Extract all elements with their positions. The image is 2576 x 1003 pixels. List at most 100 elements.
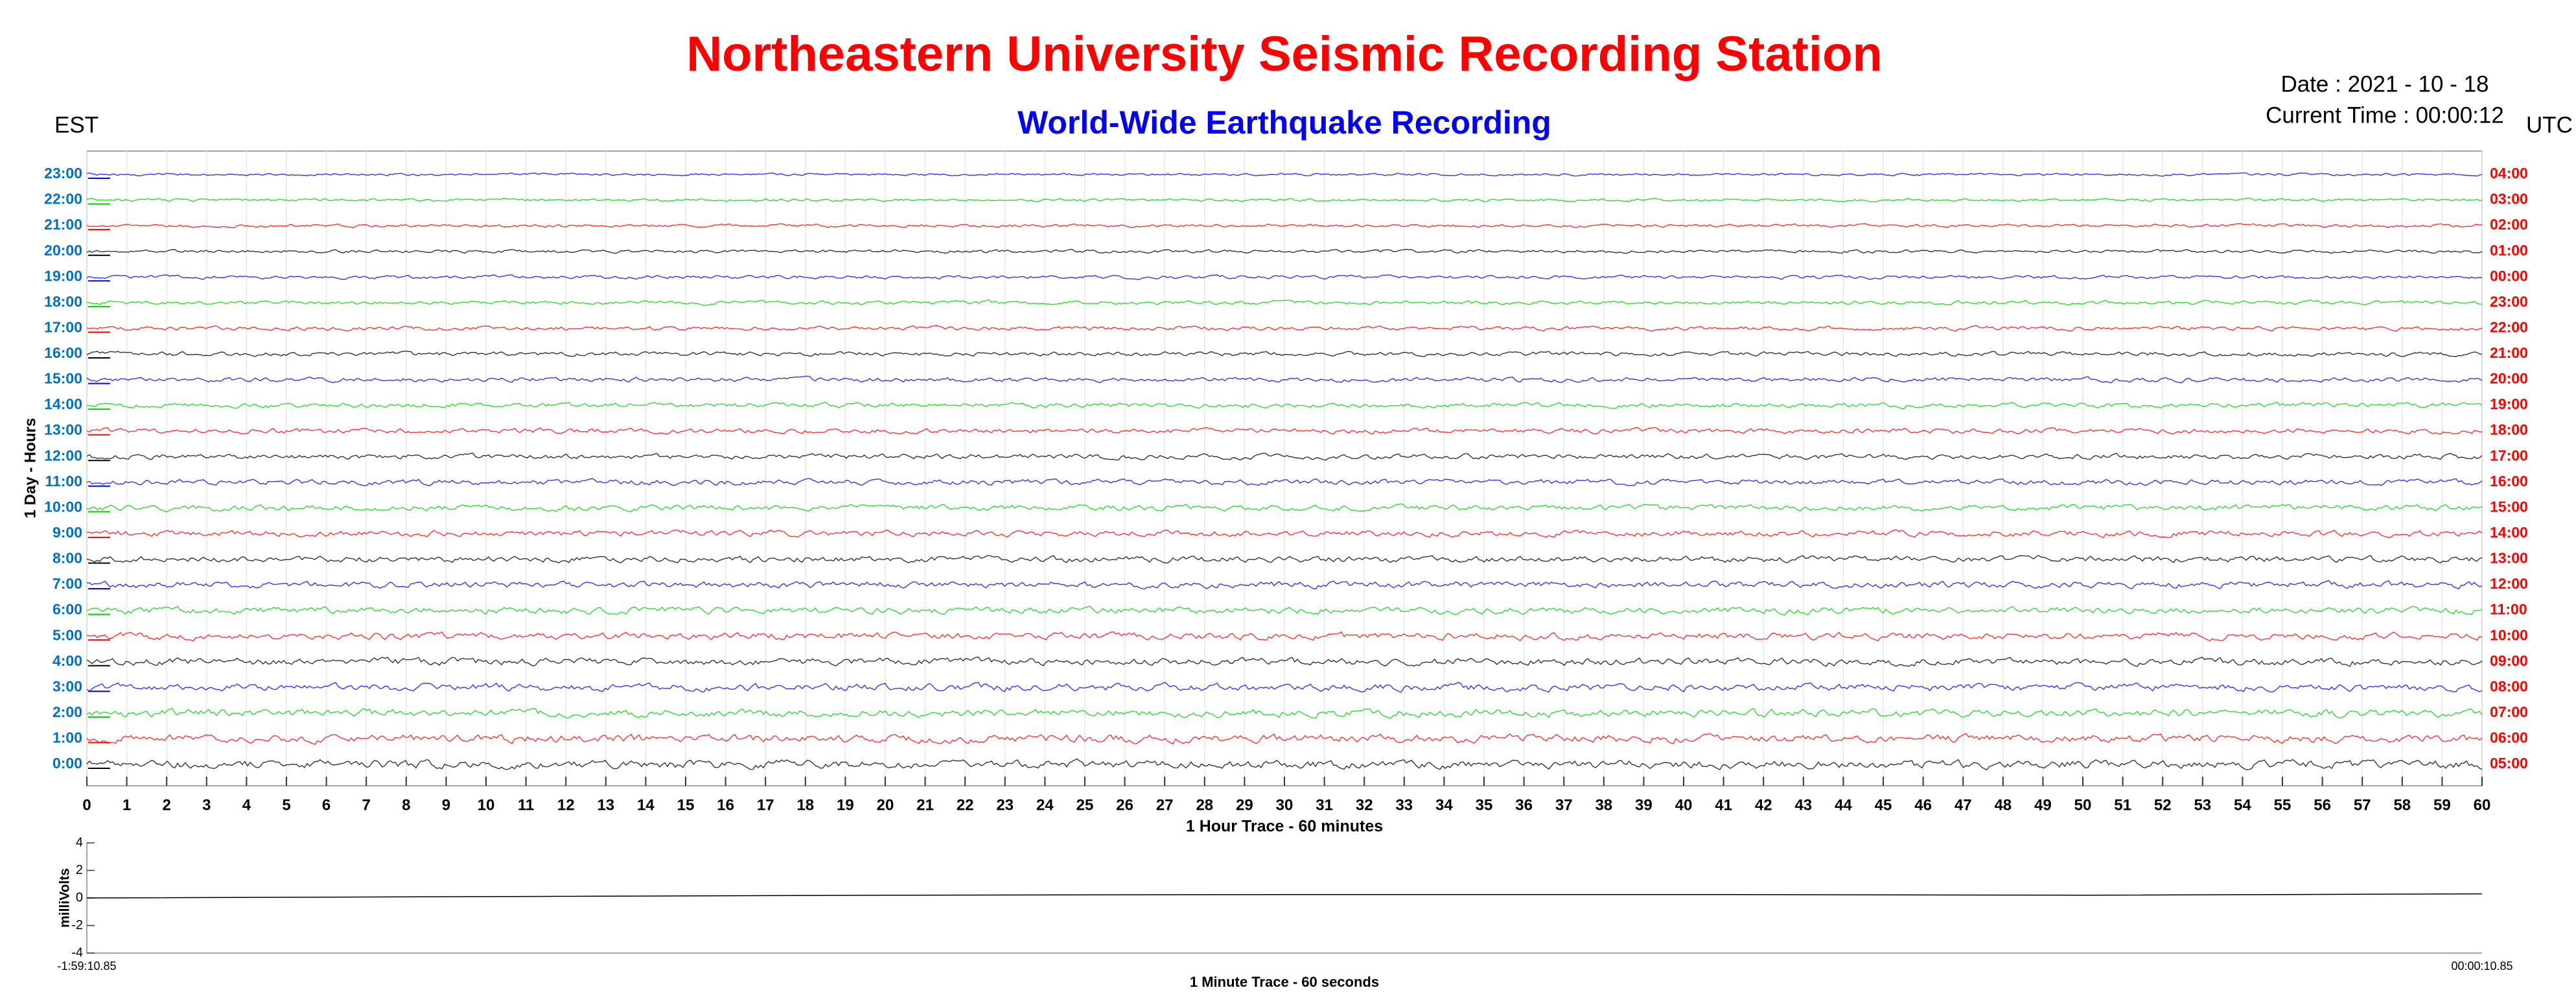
y-tick-label: 4:00 — [52, 652, 82, 669]
y-tick-label: 2 — [76, 863, 83, 877]
y-tick-label: 10:00 — [44, 498, 82, 515]
y-tick-label: 22:00 — [44, 191, 82, 207]
y-tick-label-right: 18:00 — [2490, 421, 2528, 438]
x-tick-label: 8 — [402, 796, 410, 814]
y-tick-label: 19:00 — [44, 267, 82, 284]
y-tick-label-right: 21:00 — [2490, 344, 2528, 361]
trace — [86, 681, 2483, 693]
y-tick-label: 12:00 — [44, 447, 82, 464]
x-tick-label: 12 — [557, 796, 575, 814]
x-tick-label: 10 — [478, 796, 495, 814]
x-tick-label: 50 — [2074, 796, 2092, 814]
x-tick-label: 9 — [442, 796, 450, 814]
left-axis-title: EST — [54, 112, 99, 137]
y-tick-label-right: 22:00 — [2490, 318, 2528, 335]
y-tick-label: 1:00 — [52, 729, 82, 746]
x-tick-label: 3 — [202, 796, 211, 814]
x-tick-label: 31 — [1316, 796, 1333, 814]
x-tick-label: 53 — [2194, 796, 2211, 814]
x-tick-label: 25 — [1076, 796, 1094, 814]
x-tick-label: 54 — [2234, 796, 2251, 814]
y-tick-label: 20:00 — [44, 242, 82, 259]
y-tick-label-right: 01:00 — [2490, 242, 2528, 259]
x-tick-label: 18 — [796, 796, 814, 814]
trace — [86, 707, 2483, 719]
y-tick-label-right: 02:00 — [2490, 216, 2528, 233]
trace — [86, 197, 2483, 203]
y-tick-label-right: 15:00 — [2490, 498, 2528, 515]
y-tick-label-right: 13:00 — [2490, 550, 2528, 567]
trace — [86, 758, 2483, 771]
y-tick-label: 14:00 — [44, 395, 82, 412]
y-tick-label-right: 09:00 — [2490, 652, 2528, 669]
trace — [86, 350, 2483, 357]
x-tick-label: 59 — [2433, 796, 2451, 814]
trace — [86, 631, 2483, 642]
trace — [86, 453, 2483, 461]
y-tick-label-right: 20:00 — [2490, 370, 2528, 387]
y-tick-label-right: 14:00 — [2490, 524, 2528, 541]
y-tick-label-right: 11:00 — [2490, 601, 2527, 618]
trace — [86, 478, 2483, 486]
y-tick-label: 3:00 — [52, 678, 82, 694]
y-tick-label-right: 19:00 — [2490, 395, 2528, 412]
y-tick-label: 6:00 — [52, 601, 82, 618]
x-tick-label: 43 — [1794, 796, 1812, 814]
trace — [86, 656, 2483, 667]
x-tick-label: 52 — [2154, 796, 2172, 814]
current-time: Current Time : 00:00:12 — [2266, 102, 2504, 128]
x-tick-label: 55 — [2274, 796, 2292, 814]
x-tick-label: 0 — [82, 796, 91, 814]
y-tick-label: 7:00 — [52, 575, 82, 592]
x-tick-label: 34 — [1435, 796, 1453, 814]
x-tick-label: -1:59:10.85 — [57, 960, 116, 973]
x-tick-label: 36 — [1515, 796, 1533, 814]
x-tick-label: 6 — [322, 796, 331, 814]
x-tick-label: 23 — [996, 796, 1014, 814]
x-tick-label: 30 — [1276, 796, 1294, 814]
y-tick-label: 5:00 — [52, 626, 82, 643]
x-tick-label: 16 — [717, 796, 734, 814]
x-tick-label: 46 — [1914, 796, 1932, 814]
trace — [86, 427, 2483, 435]
x-tick-label: 29 — [1236, 796, 1253, 814]
x-tick-label: 24 — [1036, 796, 1054, 814]
x-tick-label: 41 — [1715, 796, 1732, 814]
trace — [86, 325, 2483, 332]
y-tick-label: -4 — [71, 945, 83, 960]
y-tick-label: 9:00 — [52, 524, 82, 541]
y-tick-label: 17:00 — [44, 318, 82, 335]
right-axis-title: UTC — [2526, 112, 2573, 137]
x-tick-label: 38 — [1595, 796, 1612, 814]
x-tick-label: 51 — [2114, 796, 2131, 814]
x-tick-label: 35 — [1476, 796, 1493, 814]
x-tick-label: 45 — [1875, 796, 1892, 814]
trace — [86, 401, 2483, 410]
chart-subtitle: World-Wide Earthquake Recording — [1017, 104, 1551, 141]
x-tick-label: 44 — [1835, 796, 1852, 814]
x-axis-title: 1 Hour Trace - 60 minutes — [1186, 818, 1383, 836]
x-tick-label: 20 — [877, 796, 894, 814]
x-tick-label: 58 — [2393, 796, 2411, 814]
trace — [86, 529, 2483, 538]
x-tick-label: 15 — [677, 796, 695, 814]
x-tick-label: 40 — [1675, 796, 1693, 814]
x-tick-label: 17 — [757, 796, 774, 814]
x-tick-label: 4 — [242, 796, 251, 814]
y-axis-title: milliVolts — [58, 868, 73, 928]
x-tick-label: 26 — [1116, 796, 1133, 814]
trace — [86, 248, 2483, 254]
y-tick-label: 18:00 — [44, 293, 82, 310]
trace — [86, 606, 2483, 616]
x-tick-label: 56 — [2314, 796, 2331, 814]
y-tick-label-right: 10:00 — [2490, 626, 2528, 643]
y-tick-label: 11:00 — [45, 473, 82, 490]
y-tick-label: 13:00 — [44, 421, 82, 438]
x-tick-label: 47 — [1955, 796, 1972, 814]
trace — [86, 300, 2483, 306]
x-tick-label: 1 — [122, 796, 131, 814]
trace — [86, 580, 2483, 590]
y-tick-label-right: 05:00 — [2490, 755, 2528, 772]
x-tick-label: 00:00:10.85 — [2451, 960, 2512, 973]
